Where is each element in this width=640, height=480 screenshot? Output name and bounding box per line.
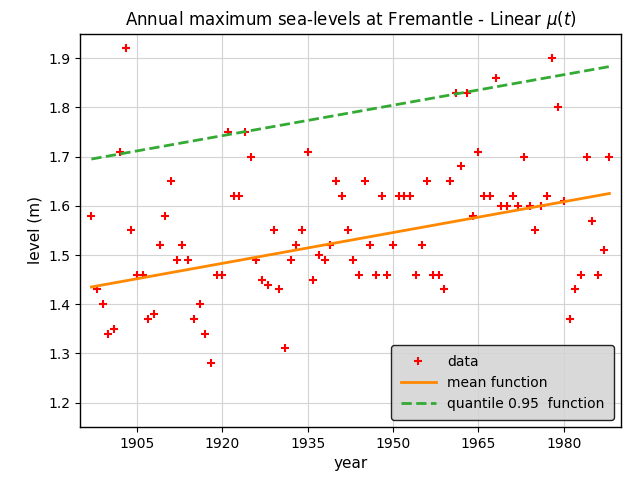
data xyxy=(532,228,540,233)
Line: data: data xyxy=(87,44,614,367)
data xyxy=(509,193,516,199)
X-axis label: year: year xyxy=(333,456,367,471)
data xyxy=(207,360,215,366)
data xyxy=(406,193,414,199)
Legend: data, mean function, quantile 0.95  function: data, mean function, quantile 0.95 funct… xyxy=(391,345,614,420)
data xyxy=(481,193,488,199)
Y-axis label: level (m): level (m) xyxy=(28,196,43,264)
data xyxy=(503,203,511,209)
data xyxy=(605,154,613,159)
data xyxy=(122,46,129,51)
data xyxy=(88,213,95,218)
data xyxy=(515,203,522,209)
Title: Annual maximum sea-levels at Fremantle - Linear $\mu(t)$: Annual maximum sea-levels at Fremantle -… xyxy=(125,9,576,31)
